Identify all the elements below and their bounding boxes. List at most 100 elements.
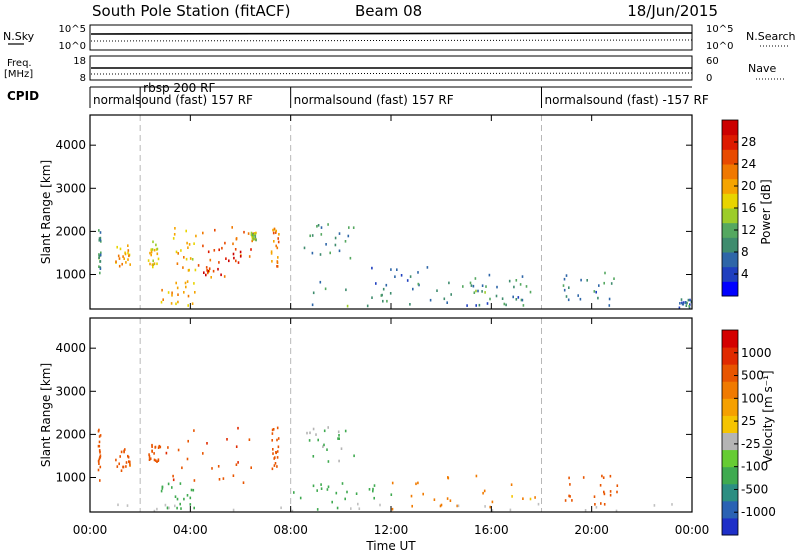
data-cell [417, 271, 419, 274]
data-cell [147, 259, 150, 262]
data-cell [127, 249, 130, 252]
data-cell [609, 474, 612, 478]
data-cell [253, 237, 256, 241]
data-cell [187, 294, 190, 298]
colorbar-swatch [722, 483, 738, 502]
data-cell [568, 494, 570, 498]
data-cell [440, 503, 443, 507]
data-cell [593, 290, 596, 293]
data-cell [180, 249, 182, 252]
data-cell [336, 506, 339, 510]
data-cell [235, 237, 238, 240]
data-cell [582, 476, 585, 479]
data-cell [193, 506, 195, 510]
x-axis-label: Time UT [365, 539, 416, 553]
data-cell [325, 243, 327, 246]
data-cell [210, 276, 212, 279]
data-cell [127, 454, 129, 458]
data-cell [115, 260, 117, 263]
x-tick-label: 20:00 [574, 523, 609, 537]
data-cell [344, 497, 346, 501]
data-cell [160, 489, 163, 493]
data-cell [272, 452, 274, 455]
colorbar-swatch [722, 466, 738, 485]
data-cell [185, 285, 187, 289]
data-cell [352, 226, 355, 229]
data-cell [327, 223, 329, 226]
data-cell [595, 290, 597, 294]
data-cell [97, 468, 100, 472]
data-cell [152, 259, 154, 263]
data-cell [153, 509, 156, 512]
x-tick-label: 00:00 [675, 523, 710, 537]
data-cell [171, 291, 173, 295]
data-cell [270, 252, 273, 255]
data-cell [344, 240, 347, 243]
data-cell [446, 497, 449, 500]
data-cell [481, 284, 484, 287]
data-cell [319, 280, 322, 284]
data-cell [411, 504, 413, 508]
data-cell [187, 304, 189, 307]
data-cell [161, 487, 164, 490]
data-cell [254, 233, 257, 236]
velocity-y-label: Slant Range [km] [39, 363, 53, 467]
nsky-trace [90, 32, 693, 35]
station-title: South Pole Station (fitACF) [92, 2, 290, 20]
data-cell [277, 437, 280, 440]
data-cell [347, 234, 350, 238]
colorbar-swatch [722, 120, 738, 136]
data-cell [597, 296, 599, 300]
data-cell [509, 508, 512, 512]
data-cell [475, 289, 477, 293]
colorbar-swatch [722, 266, 738, 282]
data-cell [309, 431, 311, 435]
data-cell [368, 488, 371, 491]
colorbar-tick-label: 28 [741, 135, 756, 149]
data-cell [327, 460, 330, 463]
data-cell [316, 489, 318, 492]
data-cell [99, 455, 102, 459]
data-cell [222, 477, 225, 480]
colorbar-swatch [722, 432, 738, 451]
data-cell [220, 273, 222, 277]
y-tick-label: 4000 [55, 341, 86, 355]
data-cell [98, 255, 101, 258]
data-cell [189, 503, 192, 506]
data-cell [186, 280, 189, 283]
data-cell [193, 479, 196, 482]
cpid-segment-label: normalsound (fast) 157 RF [294, 93, 454, 107]
colorbar-tick-label: 16 [741, 201, 756, 215]
data-cell [129, 263, 131, 266]
data-cell [320, 487, 323, 490]
data-cell [276, 246, 279, 250]
data-cell [312, 455, 315, 458]
data-cell [326, 448, 328, 451]
data-cell [584, 509, 587, 512]
data-cell [579, 297, 582, 301]
cpid-segment-label: normalsound (fast) 157 RF [93, 93, 253, 107]
data-cell [250, 233, 253, 237]
data-cell [340, 447, 343, 450]
colorbar-swatch [722, 381, 738, 399]
data-cell [192, 488, 195, 492]
data-cell [291, 509, 294, 512]
data-cell [250, 466, 252, 469]
data-cell [515, 298, 518, 301]
data-cell [128, 460, 130, 463]
colorbar-tick-label: -25 [741, 437, 761, 451]
data-cell [426, 266, 429, 269]
colorbar-tick-label: 8 [741, 245, 749, 259]
data-cell [511, 495, 513, 498]
data-cell [173, 233, 176, 236]
data-cell [176, 497, 179, 501]
data-cell [412, 287, 414, 291]
freq-label-1: Freq. [7, 58, 32, 69]
data-cell [186, 241, 188, 245]
data-cell [150, 250, 153, 254]
velocity-panel: 1000 2000 3000 4000 Slant Range [km] 1000 50… [39, 317, 776, 536]
data-cell [390, 268, 392, 271]
data-cell [568, 476, 570, 480]
data-cell [123, 257, 125, 260]
data-cell [375, 282, 377, 285]
